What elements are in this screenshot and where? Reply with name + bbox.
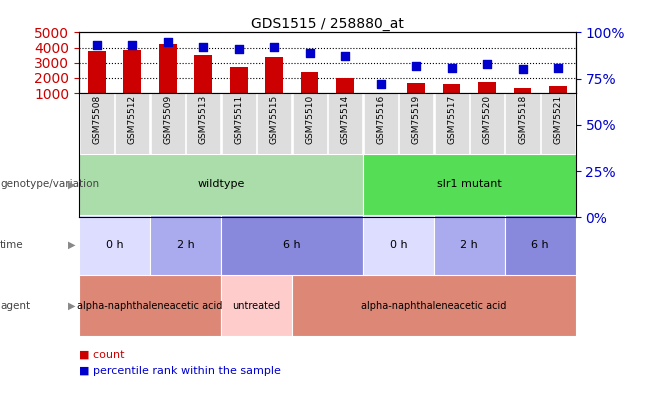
- Text: untreated: untreated: [232, 301, 280, 311]
- Point: [411, 62, 421, 69]
- Bar: [364, 93, 397, 154]
- Text: GSM75519: GSM75519: [411, 95, 420, 144]
- Point: [305, 49, 315, 56]
- Text: 0 h: 0 h: [390, 240, 407, 250]
- Bar: [159, 68, 176, 217]
- Text: GSM75510: GSM75510: [305, 95, 314, 144]
- Bar: [372, 217, 390, 220]
- Bar: [221, 215, 363, 275]
- Text: 6 h: 6 h: [283, 240, 301, 250]
- Bar: [79, 215, 150, 275]
- Point: [127, 42, 138, 49]
- Point: [375, 81, 386, 87]
- Text: genotype/variation: genotype/variation: [0, 179, 99, 189]
- Bar: [115, 93, 149, 154]
- Bar: [363, 215, 434, 275]
- Bar: [150, 215, 221, 275]
- Bar: [194, 102, 212, 217]
- Text: agent: agent: [0, 301, 30, 311]
- Bar: [434, 93, 468, 154]
- Text: ▶: ▶: [68, 301, 76, 311]
- Bar: [257, 93, 291, 154]
- Bar: [293, 93, 326, 154]
- Text: GSM75514: GSM75514: [341, 95, 349, 144]
- Bar: [514, 202, 532, 217]
- Text: 6 h: 6 h: [532, 240, 549, 250]
- Point: [198, 44, 209, 51]
- Point: [234, 46, 244, 52]
- Bar: [80, 93, 114, 154]
- Bar: [221, 275, 292, 336]
- Point: [482, 61, 492, 67]
- Point: [340, 53, 350, 60]
- Text: GSM75515: GSM75515: [270, 95, 278, 144]
- Text: 0 h: 0 h: [106, 240, 123, 250]
- Bar: [407, 188, 425, 217]
- Bar: [79, 275, 221, 336]
- Text: GSM75521: GSM75521: [553, 95, 563, 144]
- Bar: [79, 154, 363, 215]
- Point: [553, 64, 563, 71]
- Text: ▶: ▶: [68, 179, 76, 189]
- Text: wildtype: wildtype: [197, 179, 245, 189]
- Bar: [505, 215, 576, 275]
- Text: GSM75516: GSM75516: [376, 95, 385, 144]
- Bar: [265, 107, 283, 217]
- Text: GSM75513: GSM75513: [199, 95, 208, 144]
- Bar: [541, 93, 575, 154]
- Point: [269, 44, 280, 51]
- Text: GSM75508: GSM75508: [92, 95, 101, 144]
- Bar: [505, 93, 540, 154]
- Text: GSM75511: GSM75511: [234, 95, 243, 144]
- Bar: [399, 93, 433, 154]
- Bar: [336, 172, 354, 217]
- Title: GDS1515 / 258880_at: GDS1515 / 258880_at: [251, 17, 404, 31]
- Text: alpha-naphthaleneacetic acid: alpha-naphthaleneacetic acid: [361, 301, 507, 311]
- Bar: [123, 85, 141, 217]
- Bar: [328, 93, 362, 154]
- Bar: [230, 138, 247, 217]
- Bar: [222, 93, 256, 154]
- Point: [517, 66, 528, 72]
- Point: [91, 42, 102, 49]
- Text: ■ percentile rank within the sample: ■ percentile rank within the sample: [79, 366, 281, 375]
- Bar: [549, 194, 567, 217]
- Bar: [478, 184, 496, 217]
- Bar: [151, 93, 185, 154]
- Text: GSM75512: GSM75512: [128, 95, 137, 144]
- Text: GSM75520: GSM75520: [482, 95, 492, 144]
- Text: 2 h: 2 h: [176, 240, 194, 250]
- Text: time: time: [0, 240, 24, 250]
- Bar: [292, 275, 576, 336]
- Bar: [363, 154, 576, 215]
- Point: [446, 64, 457, 71]
- Text: 2 h: 2 h: [461, 240, 478, 250]
- Bar: [88, 89, 105, 217]
- Text: slr1 mutant: slr1 mutant: [437, 179, 501, 189]
- Bar: [301, 155, 318, 217]
- Text: GSM75509: GSM75509: [163, 95, 172, 144]
- Text: ■ count: ■ count: [79, 350, 124, 359]
- Text: ▶: ▶: [68, 240, 76, 250]
- Text: GSM75518: GSM75518: [518, 95, 527, 144]
- Bar: [186, 93, 220, 154]
- Bar: [434, 215, 505, 275]
- Bar: [470, 93, 504, 154]
- Bar: [443, 191, 461, 217]
- Text: alpha-naphthaleneacetic acid: alpha-naphthaleneacetic acid: [77, 301, 222, 311]
- Text: GSM75517: GSM75517: [447, 95, 456, 144]
- Point: [163, 38, 173, 45]
